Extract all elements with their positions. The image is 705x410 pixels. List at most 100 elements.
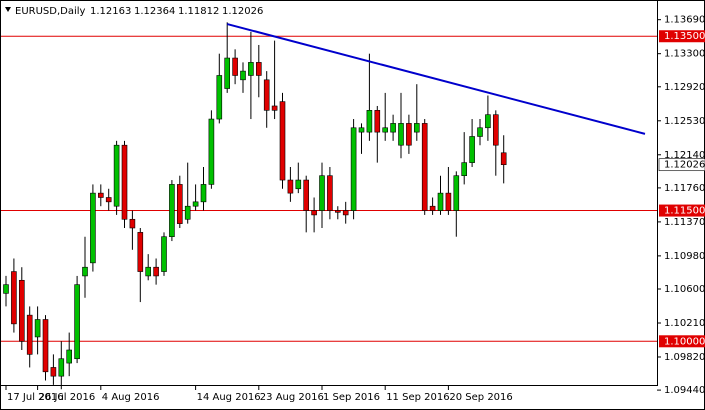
horizontal-line-label-bg (659, 30, 705, 43)
candle-body (200, 184, 207, 203)
candle-body (485, 114, 491, 129)
candle-body (437, 192, 444, 211)
symbol: EURUSD,Daily (15, 6, 86, 17)
candle-body (263, 79, 270, 111)
candle-body (421, 123, 428, 211)
candle-body (350, 127, 357, 211)
y-tick-label: 1.09820 (664, 352, 705, 363)
y-tick-label: 1.10980 (664, 251, 705, 262)
y-tick-label: 1.13690 (664, 15, 705, 26)
candle-body (492, 114, 499, 146)
x-tick-label: 1 Sep 2016 (323, 392, 380, 403)
y-tick-label: 1.10210 (664, 318, 705, 329)
candle-body (255, 62, 262, 76)
y-tick-label: 1.09440 (664, 385, 705, 396)
header-open: 1.12163 (90, 6, 131, 17)
x-tick-label: 23 Aug 2016 (260, 392, 324, 403)
candle-body (295, 179, 302, 190)
x-tick-label: 14 Aug 2016 (197, 392, 261, 403)
candle-body (113, 144, 120, 207)
candle-body (18, 279, 25, 342)
candle-body (169, 184, 175, 238)
x-tick-label: 4 Aug 2016 (102, 392, 160, 403)
candle-body (177, 184, 183, 224)
candle-body (145, 266, 151, 277)
candle-body (82, 266, 88, 277)
candle-body (500, 152, 507, 166)
candle-body (216, 75, 223, 120)
candle-body (334, 210, 341, 213)
candle-body (232, 57, 238, 76)
y-tick-label: 1.13300 (664, 49, 705, 60)
x-tick-label: 26 Jul 2016 (39, 392, 96, 403)
header-low: 1.11812 (178, 6, 219, 17)
candle-body (153, 266, 159, 277)
candle-body (184, 205, 191, 220)
candle-body (11, 271, 17, 325)
candle-body (319, 175, 325, 211)
trendline (226, 23, 646, 135)
y-tick-label: 1.12530 (664, 116, 705, 127)
candle-body (192, 201, 199, 207)
y-tick-label: 1.11370 (664, 217, 705, 228)
candle-body (413, 123, 420, 133)
x-tick-label: 11 Sep 2016 (386, 392, 449, 403)
candle-body (58, 358, 65, 377)
candle-body (311, 210, 317, 216)
candle-body (26, 314, 33, 355)
candle-body (90, 192, 96, 264)
candle-body (303, 179, 310, 211)
candle-body (279, 101, 286, 181)
candle-body (121, 144, 128, 220)
candle-body (208, 118, 215, 185)
candle-body (453, 175, 460, 211)
candle-body (3, 284, 9, 294)
candle-body (240, 70, 246, 81)
candle-body (34, 319, 41, 338)
header-high: 1.12364 (134, 6, 175, 17)
candle-body (98, 192, 104, 198)
candle-body (50, 367, 57, 377)
candle-body (342, 210, 349, 216)
y-tick-label: 1.10600 (664, 284, 705, 295)
candle-body (129, 218, 136, 229)
candle-body (374, 110, 381, 133)
candle-body (358, 127, 365, 133)
candle-body (66, 349, 72, 364)
horizontal-line-label-bg (659, 335, 705, 348)
plot-frame (0, 0, 658, 386)
candle-body (390, 123, 396, 133)
horizontal-line-label: 1.11500 (664, 206, 705, 217)
candle-body (42, 319, 49, 373)
header-close: 1.12026 (222, 6, 263, 17)
candle-body (461, 162, 468, 176)
candle-body (287, 179, 294, 194)
candle-body (469, 136, 475, 163)
candle-body (382, 127, 389, 133)
horizontal-line-label-bg (659, 204, 705, 217)
candle-body (248, 62, 254, 76)
current-price-label: 1.12026 (664, 160, 705, 171)
candle-body (161, 236, 167, 272)
x-tick-label: 17 Jul 2016 (7, 392, 64, 403)
y-tick-label: 1.12140 (664, 150, 705, 161)
y-tick-label: 1.12920 (664, 82, 705, 93)
candle-body (137, 232, 144, 272)
y-tick-label: 1.11760 (664, 183, 705, 194)
candle-body (398, 123, 404, 146)
horizontal-line-label: 1.13500 (664, 31, 705, 42)
x-tick-label: 20 Sep 2016 (449, 392, 512, 403)
symbol-icon (5, 7, 11, 12)
candle-body (477, 127, 483, 137)
candle-body (224, 57, 230, 89)
candle-body (366, 110, 373, 133)
candle-body (429, 205, 436, 211)
horizontal-line-label: 1.10000 (664, 336, 705, 347)
candle-body (406, 123, 412, 146)
current-price-bg (658, 158, 705, 172)
candle-body (74, 284, 80, 360)
candle-body (445, 192, 452, 211)
candle-body (271, 105, 278, 111)
